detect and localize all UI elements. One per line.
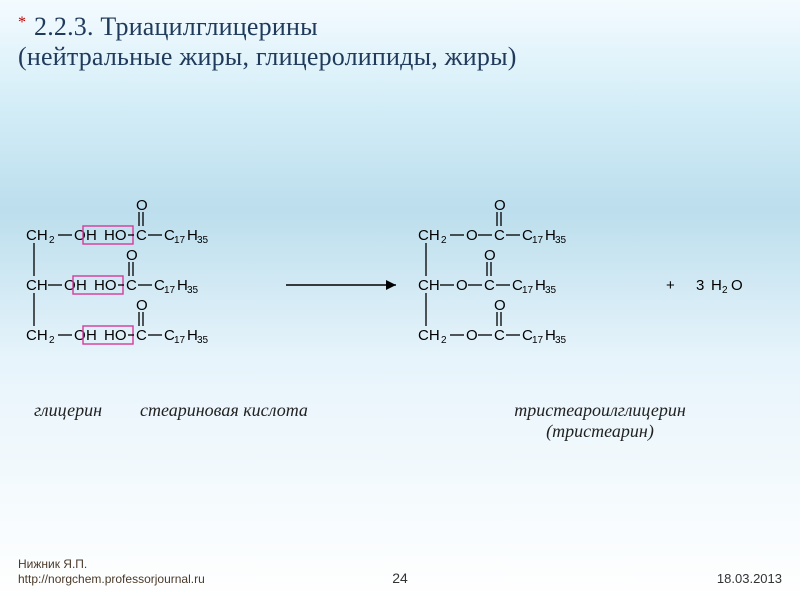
footer-date: 18.03.2013 <box>717 571 782 586</box>
svg-text:H: H <box>86 227 97 244</box>
svg-text:C: C <box>484 277 495 294</box>
svg-text:HO: HO <box>104 227 127 244</box>
svg-text:3: 3 <box>696 277 704 294</box>
footer-page-number: 24 <box>0 570 800 586</box>
svg-text:C: C <box>494 227 505 244</box>
svg-text:CH: CH <box>26 327 48 344</box>
svg-text:CH: CH <box>418 327 440 344</box>
label-glycerol: глицерин <box>34 400 102 421</box>
svg-text:17: 17 <box>532 335 544 346</box>
svg-text:O: O <box>456 277 468 294</box>
title-line-2: (нейтральные жиры, глицеролипиды, жиры) <box>18 42 517 71</box>
svg-text:2: 2 <box>441 335 447 346</box>
label-tristearin-line1: тристеароилглицерин <box>514 400 686 420</box>
svg-text:O: O <box>64 277 76 294</box>
title-text: 2.2.3. Триацилглицерины (нейтральные жир… <box>18 12 517 71</box>
title-star-icon: * <box>18 14 26 32</box>
svg-text:O: O <box>126 247 138 264</box>
svg-text:2: 2 <box>441 235 447 246</box>
svg-text:O: O <box>494 297 506 314</box>
svg-text:O: O <box>494 197 506 214</box>
svg-text:35: 35 <box>545 285 557 296</box>
svg-text:35: 35 <box>555 335 567 346</box>
svg-text:CH: CH <box>418 227 440 244</box>
svg-text:H: H <box>711 277 722 294</box>
svg-text:2: 2 <box>49 335 55 346</box>
svg-text:O: O <box>74 227 86 244</box>
svg-text:H: H <box>76 277 87 294</box>
title-line-1: 2.2.3. Триацилглицерины <box>34 12 318 41</box>
svg-text:HO: HO <box>94 277 117 294</box>
svg-text:17: 17 <box>532 235 544 246</box>
label-tristearin-line2: (тристеарин) <box>546 421 654 441</box>
svg-text:35: 35 <box>197 235 209 246</box>
svg-text:17: 17 <box>164 285 176 296</box>
svg-text:CH: CH <box>418 277 440 294</box>
svg-text:17: 17 <box>174 235 186 246</box>
svg-text:O: O <box>731 277 743 294</box>
svg-text:2: 2 <box>722 285 728 296</box>
svg-text:C: C <box>136 227 147 244</box>
label-stearic-acid: стеариновая кислота <box>140 400 308 421</box>
svg-text:C: C <box>126 277 137 294</box>
svg-text:O: O <box>484 247 496 264</box>
svg-text:H: H <box>86 327 97 344</box>
svg-text:35: 35 <box>555 235 567 246</box>
svg-text:O: O <box>136 297 148 314</box>
svg-text:O: O <box>74 327 86 344</box>
svg-text:O: O <box>466 227 478 244</box>
svg-text:CH: CH <box>26 277 48 294</box>
svg-text:CH: CH <box>26 227 48 244</box>
slide-title: * 2.2.3. Триацилглицерины (нейтральные ж… <box>18 12 782 72</box>
svg-text:35: 35 <box>187 285 199 296</box>
reaction-diagram: CH2OHHOCOC17H35CHOHHOCOC17H35CH2OHHOCOC1… <box>26 190 774 390</box>
reaction-svg: CH2OHHOCOC17H35CHOHHOCOC17H35CH2OHHOCOC1… <box>26 190 774 380</box>
label-tristearin: тристеароилглицерин (тристеарин) <box>480 400 720 441</box>
svg-text:C: C <box>136 327 147 344</box>
svg-text:+: + <box>666 277 675 294</box>
svg-text:2: 2 <box>49 235 55 246</box>
svg-text:35: 35 <box>197 335 209 346</box>
svg-text:O: O <box>136 197 148 214</box>
svg-text:17: 17 <box>174 335 186 346</box>
svg-text:HO: HO <box>104 327 127 344</box>
svg-text:17: 17 <box>522 285 534 296</box>
svg-text:C: C <box>494 327 505 344</box>
svg-text:O: O <box>466 327 478 344</box>
